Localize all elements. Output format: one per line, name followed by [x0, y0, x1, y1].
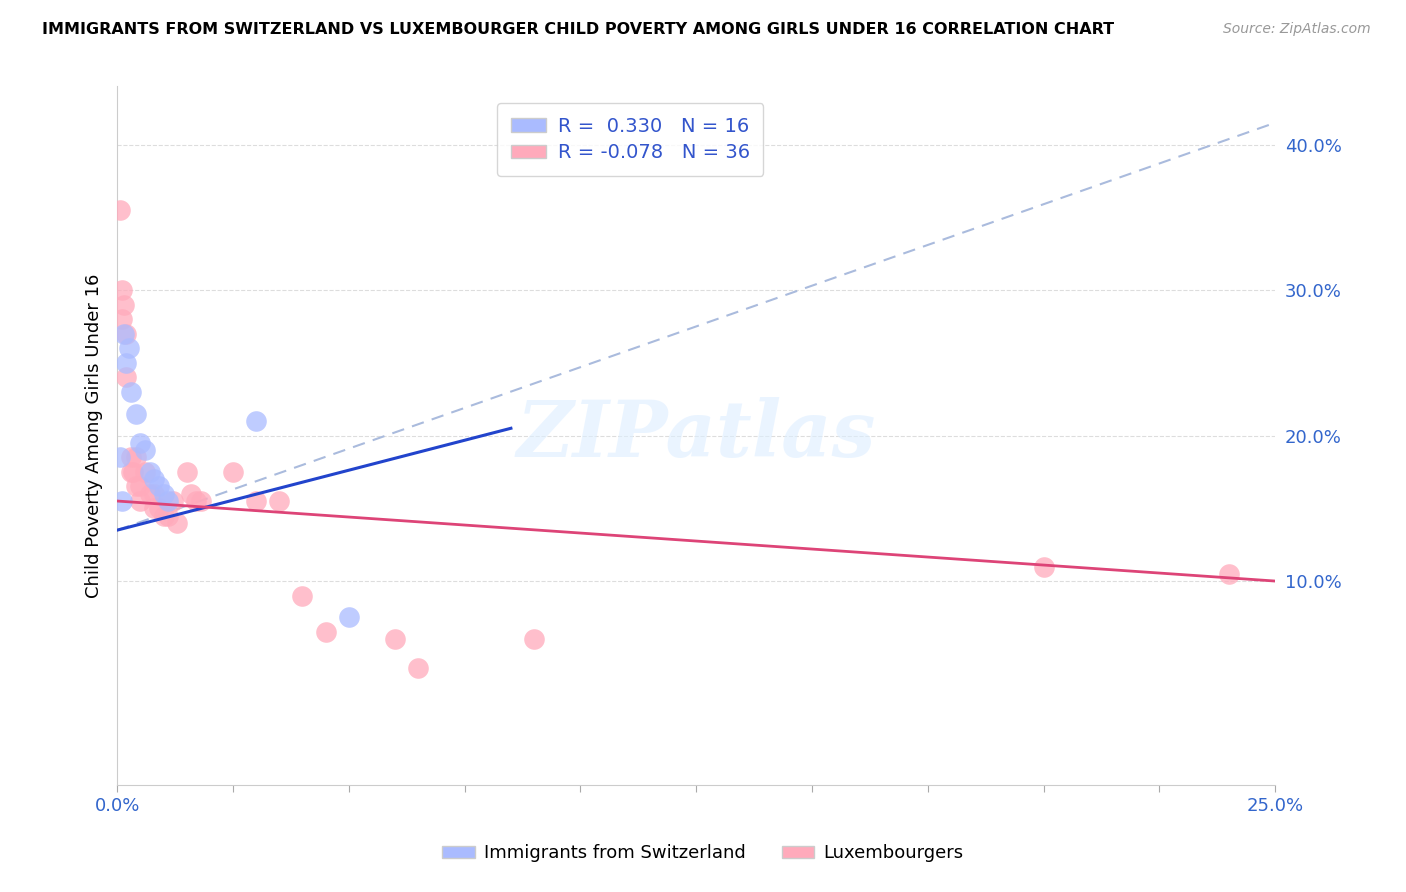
Y-axis label: Child Poverty Among Girls Under 16: Child Poverty Among Girls Under 16 — [86, 273, 103, 598]
Point — [125, 479, 148, 493]
Point — [115, 326, 138, 341]
Point — [1218, 566, 1240, 581]
Point — [129, 494, 152, 508]
Point — [176, 465, 198, 479]
Point — [148, 479, 170, 493]
Point — [112, 326, 135, 341]
Point — [129, 479, 152, 493]
Point — [115, 356, 138, 370]
Point — [143, 487, 166, 501]
Legend: R =  0.330   N = 16, R = -0.078   N = 36: R = 0.330 N = 16, R = -0.078 N = 36 — [498, 103, 763, 176]
Point — [269, 494, 291, 508]
Point — [157, 508, 180, 523]
Point — [112, 297, 135, 311]
Point — [190, 494, 212, 508]
Point — [152, 487, 174, 501]
Point — [291, 589, 314, 603]
Point — [222, 465, 245, 479]
Point — [120, 384, 142, 399]
Text: ZIPatlas: ZIPatlas — [516, 397, 876, 474]
Text: IMMIGRANTS FROM SWITZERLAND VS LUXEMBOURGER CHILD POVERTY AMONG GIRLS UNDER 16 C: IMMIGRANTS FROM SWITZERLAND VS LUXEMBOUR… — [42, 22, 1115, 37]
Point — [1032, 559, 1054, 574]
Point — [111, 312, 134, 326]
Point — [120, 450, 142, 465]
Legend: Immigrants from Switzerland, Luxembourgers: Immigrants from Switzerland, Luxembourge… — [436, 838, 970, 870]
Point — [125, 407, 148, 421]
Point — [118, 341, 141, 355]
Point — [245, 414, 267, 428]
Point — [406, 661, 429, 675]
Point — [108, 450, 131, 465]
Point — [143, 501, 166, 516]
Point — [129, 435, 152, 450]
Point — [184, 494, 207, 508]
Point — [162, 494, 184, 508]
Point — [315, 624, 337, 639]
Point — [138, 465, 160, 479]
Point — [245, 494, 267, 508]
Point — [108, 202, 131, 217]
Point — [143, 472, 166, 486]
Point — [134, 443, 156, 458]
Point — [111, 283, 134, 297]
Point — [180, 487, 202, 501]
Point — [148, 501, 170, 516]
Text: Source: ZipAtlas.com: Source: ZipAtlas.com — [1223, 22, 1371, 37]
Point — [384, 632, 406, 647]
Point — [157, 494, 180, 508]
Point — [152, 508, 174, 523]
Point — [122, 465, 145, 479]
Point — [134, 465, 156, 479]
Point — [115, 370, 138, 384]
Point — [337, 610, 360, 624]
Point — [125, 450, 148, 465]
Point — [111, 494, 134, 508]
Point — [138, 487, 160, 501]
Point — [523, 632, 546, 647]
Point — [166, 516, 188, 530]
Point — [120, 465, 142, 479]
